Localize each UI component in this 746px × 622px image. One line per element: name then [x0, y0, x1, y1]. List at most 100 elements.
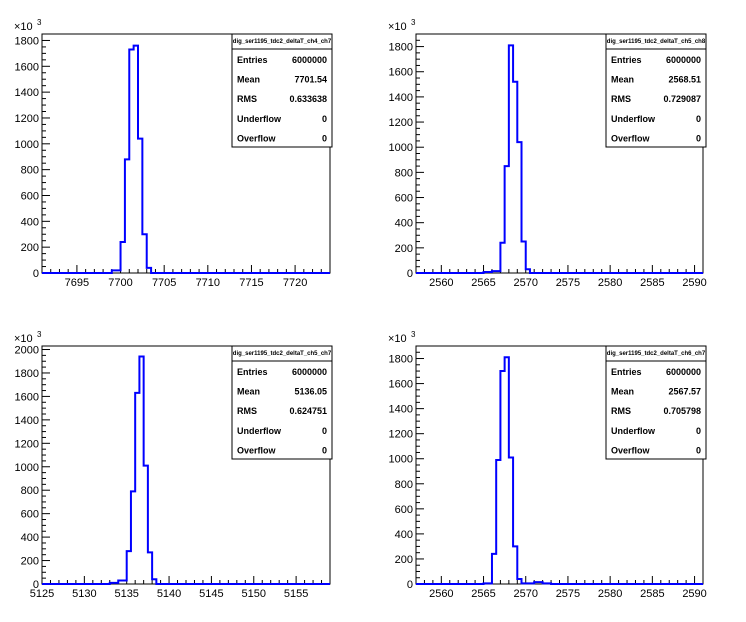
histogram-outline — [42, 44, 330, 274]
stats-value: 0 — [322, 114, 327, 124]
y-tick-label: 1600 — [389, 379, 413, 391]
histogram-pad-4: 2560 2565 2570 2575 2580 2585 2590 0 200 400 600 80… — [388, 330, 707, 600]
y-tick-label: 0 — [407, 268, 413, 280]
y-multiplier-exponent: 3 — [37, 18, 42, 27]
stats-label: RMS — [611, 406, 631, 416]
stats-value: 0 — [696, 114, 701, 124]
stats-title: dig_ser1195_tdc2_deltaT_ch4_ch7 — [233, 39, 332, 45]
stats-value: 0.705798 — [663, 406, 701, 416]
histogram-bin — [134, 46, 138, 273]
x-tick-label: 2585 — [640, 277, 664, 289]
histogram-bin — [152, 579, 156, 584]
x-tick-label: 2575 — [556, 588, 580, 600]
y-tick-label: 600 — [395, 504, 413, 516]
x-tick-label: 7715 — [239, 277, 263, 289]
stats-box: dig_ser1195_tdc2_deltaT_ch5_ch8 Entries 60… — [605, 33, 707, 148]
x-tick-label: 2565 — [471, 277, 495, 289]
histogram-bin — [135, 393, 139, 584]
stats-label: Entries — [611, 367, 642, 377]
stats-label: Underflow — [237, 426, 282, 436]
y-multiplier-exponent: 3 — [411, 330, 416, 339]
stats-box: dig_ser1195_tdc2_deltaT_ch5_ch7 Entries 60… — [231, 345, 333, 460]
stats-value: 6000000 — [666, 55, 701, 65]
stats-value: 6000000 — [292, 367, 327, 377]
x-tick-label: 2590 — [682, 588, 706, 600]
y-tick-label: 200 — [395, 243, 413, 255]
y-tick-label: 1000 — [389, 142, 413, 154]
histogram-bin — [147, 268, 151, 273]
stats-label: Mean — [611, 387, 634, 397]
histogram-bin — [509, 457, 513, 584]
stats-label: Overflow — [237, 133, 277, 143]
y-tick-label: 1800 — [389, 354, 413, 366]
histogram-bin — [513, 546, 517, 584]
histogram-pad-2: 2560 2565 2570 2575 2580 2585 2590 0 200 400 600 80… — [388, 18, 707, 289]
y-multiplier-exponent: 3 — [37, 330, 42, 339]
histogram-pad-3: 5125 5130 5135 5140 5145 5150 5155 0 200 400 600 80… — [14, 330, 333, 600]
stats-label: RMS — [611, 94, 631, 104]
stats-label: Overflow — [611, 445, 651, 455]
y-tick-label: 2000 — [15, 345, 39, 357]
x-tick-label: 7720 — [283, 277, 307, 289]
stats-value: 2568.51 — [668, 75, 701, 85]
histogram-bin — [534, 582, 542, 584]
histogram-bin — [513, 82, 517, 273]
x-tick-label: 2570 — [513, 277, 537, 289]
stats-value: 0.729087 — [663, 94, 701, 104]
y-tick-label: 800 — [21, 165, 39, 177]
y-tick-label: 800 — [21, 485, 39, 497]
x-tick-label: 7705 — [152, 277, 176, 289]
stats-value: 5136.05 — [294, 387, 327, 397]
histogram-bin — [543, 583, 551, 584]
histogram-outline — [42, 355, 330, 585]
stats-label: Mean — [611, 75, 634, 85]
y-tick-label: 800 — [395, 479, 413, 491]
x-tick-label: 2560 — [429, 588, 453, 600]
histogram-bin — [131, 491, 135, 584]
histogram-outline — [416, 356, 703, 585]
y-tick-label: 1000 — [15, 139, 39, 151]
y-tick-label: 1600 — [15, 391, 39, 403]
x-tick-label: 2570 — [513, 588, 537, 600]
y-tick-label: 200 — [21, 556, 39, 568]
y-tick-label: 1800 — [15, 35, 39, 47]
histogram-bin — [522, 583, 526, 584]
stats-box: dig_ser1195_tdc2_deltaT_ch4_ch7 Entries 60… — [231, 33, 333, 148]
histogram-bin — [121, 242, 125, 273]
stats-label: Overflow — [611, 133, 651, 143]
stats-title: dig_ser1195_tdc2_deltaT_ch6_ch7 — [607, 351, 706, 357]
histogram-bin — [112, 270, 121, 273]
y-tick-label: 1400 — [15, 87, 39, 99]
histogram-pad-1: 7695 7700 7705 7710 7715 7720 0 200 400 600 800 100… — [14, 18, 333, 289]
stats-box: dig_ser1195_tdc2_deltaT_ch6_ch7 Entries 60… — [605, 345, 707, 460]
histogram-bin — [484, 583, 492, 584]
histogram-bin — [500, 243, 504, 273]
y-tick-label: 600 — [21, 509, 39, 521]
histogram-bin — [526, 583, 534, 584]
x-tick-label: 2565 — [471, 588, 495, 600]
stats-value: 0 — [696, 445, 701, 455]
y-tick-label: 0 — [33, 579, 39, 591]
stats-label: Mean — [237, 387, 260, 397]
y-tick-label: 1400 — [389, 92, 413, 104]
y-tick-label: 400 — [395, 218, 413, 230]
y-tick-label: 1800 — [389, 42, 413, 54]
y-tick-label: 400 — [21, 216, 39, 228]
x-tick-label: 7710 — [196, 277, 220, 289]
x-tick-label: 7695 — [65, 277, 89, 289]
histogram-bin — [500, 371, 504, 584]
stats-label: Entries — [237, 55, 268, 65]
histogram-bin — [505, 357, 509, 584]
stats-value: 7701.54 — [294, 75, 327, 85]
histogram-bin — [517, 142, 521, 273]
y-tick-label: 1400 — [389, 404, 413, 416]
histogram-bin — [127, 551, 131, 584]
histogram-bin — [496, 460, 500, 584]
x-tick-label: 5135 — [114, 588, 138, 600]
x-tick-label: 5130 — [72, 588, 96, 600]
y-tick-label: 400 — [395, 529, 413, 541]
stats-value: 0 — [696, 133, 701, 143]
histogram-bin — [125, 159, 129, 273]
stats-value: 6000000 — [292, 55, 327, 65]
